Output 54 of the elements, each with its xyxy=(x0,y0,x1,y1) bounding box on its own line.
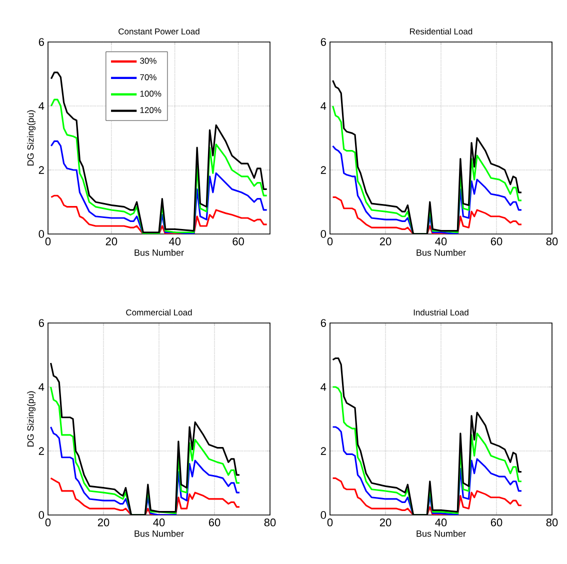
line-series xyxy=(332,145,522,234)
x-tick-label: 80 xyxy=(546,238,558,246)
x-tick-label: 60 xyxy=(232,238,244,246)
legend-label: 70% xyxy=(140,74,156,80)
x-tick-label: 20 xyxy=(380,238,392,246)
x-axis-title: Bus Number xyxy=(416,530,466,537)
y-tick-label: 0 xyxy=(320,230,326,238)
x-axis-title: Bus Number xyxy=(416,249,466,256)
x-tick-label: 20 xyxy=(106,238,118,246)
y-tick-label: 2 xyxy=(320,447,326,455)
chart-title: Residential Load xyxy=(410,28,472,34)
x-tick-label: 60 xyxy=(490,238,502,246)
y-tick-label: 2 xyxy=(38,447,44,455)
x-axis-title: Bus Number xyxy=(134,249,184,256)
y-tick-label: 4 xyxy=(38,102,44,110)
y-tick-label: 0 xyxy=(38,230,44,238)
line-series xyxy=(332,386,522,515)
line-series xyxy=(50,98,268,234)
x-tick-label: 0 xyxy=(45,238,51,246)
y-tick-label: 0 xyxy=(38,511,44,519)
x-tick-label: 20 xyxy=(380,518,392,526)
y-tick-label: 4 xyxy=(320,383,326,391)
x-tick-label: 0 xyxy=(327,238,333,246)
chart-title: Industrial Load xyxy=(414,309,468,316)
x-tick-label: 60 xyxy=(490,518,502,526)
line-series xyxy=(332,105,522,234)
y-axis-title: DG Sizing(pu) xyxy=(27,391,36,447)
y-tick-label: 6 xyxy=(38,38,44,46)
x-tick-label: 40 xyxy=(435,518,447,526)
x-tick-label: 20 xyxy=(98,518,110,526)
chart-title: Commercial Load xyxy=(126,309,192,316)
x-tick-label: 80 xyxy=(264,518,276,526)
x-tick-label: 0 xyxy=(327,518,333,526)
x-tick-label: 40 xyxy=(435,238,447,246)
x-tick-label: 40 xyxy=(168,238,181,246)
x-tick-label: 60 xyxy=(208,518,220,526)
x-axis-title: Bus Number xyxy=(134,530,184,537)
y-tick-label: 2 xyxy=(38,166,44,174)
y-tick-label: 4 xyxy=(320,102,326,110)
y-axis-title: DG Sizing(pu) xyxy=(27,110,36,166)
y-tick-label: 6 xyxy=(320,38,326,46)
y-tick-label: 6 xyxy=(320,319,326,327)
x-tick-label: 0 xyxy=(45,518,51,526)
x-tick-label: 80 xyxy=(546,518,558,526)
y-tick-label: 4 xyxy=(38,383,44,391)
y-tick-label: 2 xyxy=(320,166,326,174)
legend-label: 100% xyxy=(140,90,162,97)
line-series xyxy=(332,426,522,515)
legend-label: 120% xyxy=(140,107,162,114)
y-tick-label: 6 xyxy=(38,319,44,327)
legend-label: 30% xyxy=(140,58,156,64)
y-tick-label: 0 xyxy=(320,511,326,519)
chart-title: Constant Power Load xyxy=(118,28,200,34)
x-tick-label: 40 xyxy=(153,518,165,526)
